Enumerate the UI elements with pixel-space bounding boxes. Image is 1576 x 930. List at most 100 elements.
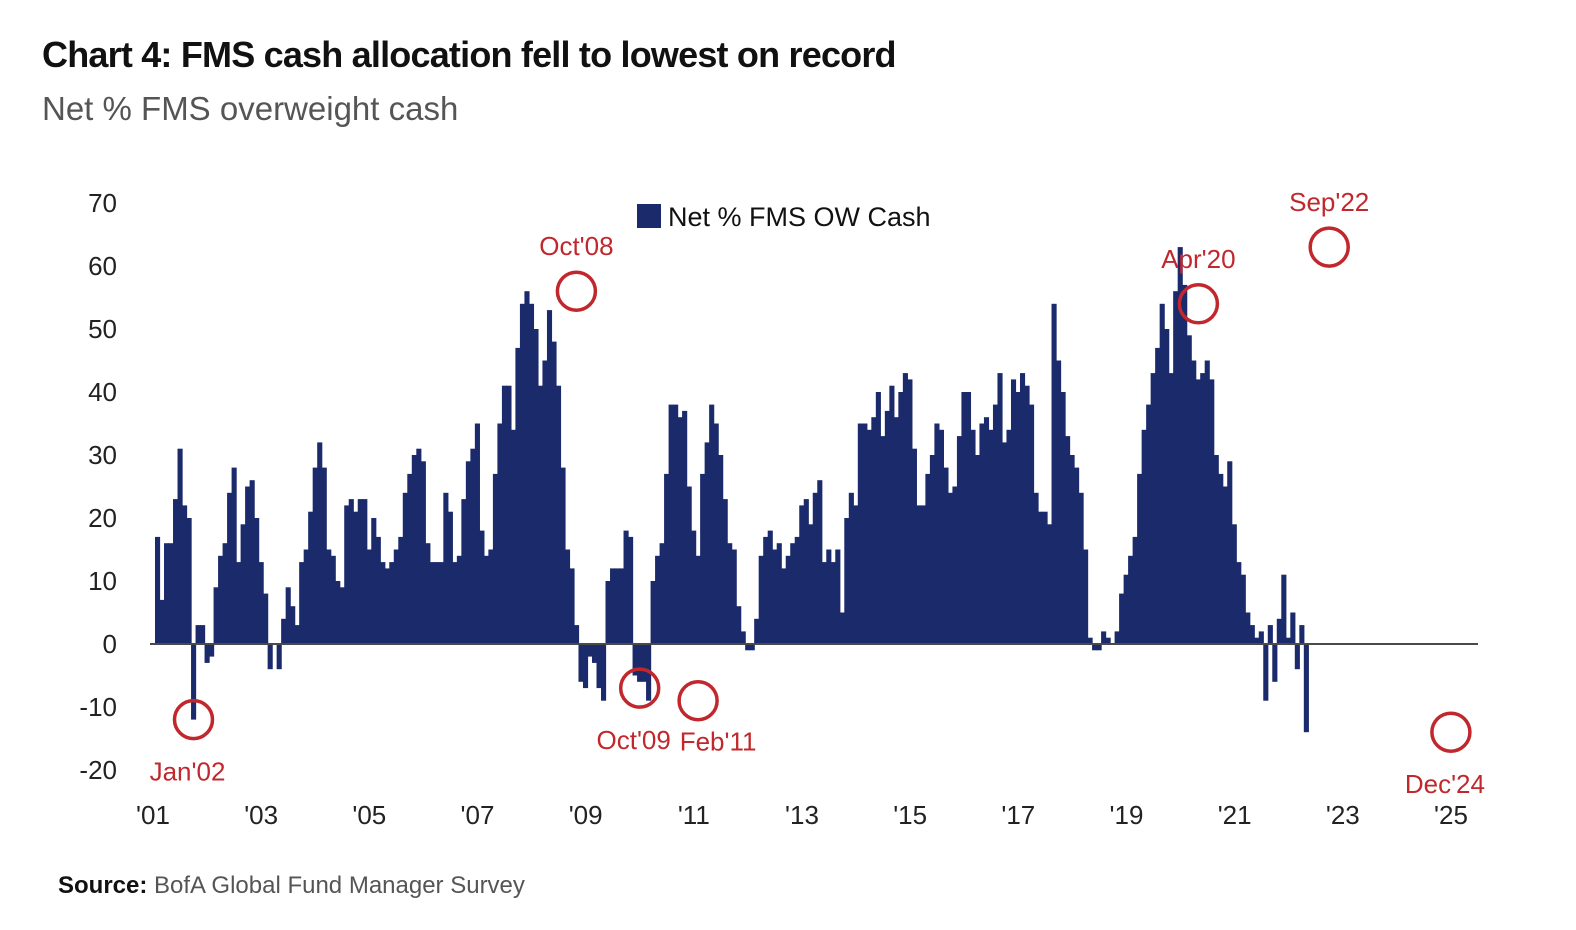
bar — [956, 436, 963, 644]
bar — [420, 461, 426, 644]
bar — [749, 644, 755, 651]
annotation-label: Feb'11 — [680, 727, 757, 757]
bar — [245, 486, 251, 644]
bar — [758, 555, 764, 644]
bar — [736, 606, 742, 644]
annotations: Jan'02 Oct'08 Oct'09 Feb'11 Apr'20 Sep'22 Dec'… — [150, 187, 1485, 799]
bar — [1258, 631, 1264, 644]
bar — [839, 612, 845, 644]
bar — [812, 492, 818, 644]
bar — [569, 568, 575, 644]
bar — [515, 347, 521, 644]
bar — [348, 499, 354, 644]
bar — [1182, 284, 1188, 644]
y-tick-label: 40 — [88, 377, 117, 407]
bar — [668, 404, 674, 644]
annotation-label: Apr'20 — [1161, 244, 1235, 274]
x-tick-label: '05 — [352, 800, 386, 830]
bar — [213, 587, 219, 644]
bar — [335, 581, 341, 644]
bar — [1092, 644, 1098, 651]
bar — [452, 562, 458, 644]
bar — [745, 644, 751, 651]
bar — [294, 625, 300, 644]
bar — [853, 505, 859, 644]
bar — [1042, 511, 1048, 644]
bar — [200, 625, 206, 644]
y-tick-label: 50 — [88, 314, 117, 344]
bar — [790, 543, 796, 644]
bar — [389, 562, 395, 644]
bar — [961, 392, 967, 644]
bar — [965, 392, 972, 644]
bar — [533, 329, 539, 644]
bar — [767, 530, 773, 644]
bar — [1254, 637, 1260, 644]
bar — [988, 429, 994, 644]
bar — [799, 505, 805, 644]
bar — [916, 505, 922, 644]
bar — [673, 404, 679, 644]
annotation-label: Oct'09 — [597, 725, 671, 755]
bar — [281, 618, 287, 644]
y-tick-label: -20 — [79, 755, 117, 785]
chart-subtitle: Net % FMS overweight cash — [42, 90, 459, 127]
bar — [573, 625, 580, 644]
bar — [542, 360, 548, 644]
bar — [632, 644, 638, 676]
x-tick-label: '19 — [1110, 800, 1144, 830]
x-tick-label: '15 — [893, 800, 927, 830]
bar — [817, 480, 823, 644]
bar — [992, 404, 999, 644]
x-tick-label: '01 — [136, 800, 170, 830]
bar — [686, 486, 692, 644]
bar — [601, 644, 607, 701]
bar — [920, 505, 926, 644]
bar — [218, 555, 224, 644]
bar — [326, 549, 332, 644]
bar — [934, 423, 940, 644]
bar — [1218, 473, 1224, 644]
bar — [1033, 492, 1039, 644]
bar — [339, 587, 345, 644]
bar — [254, 518, 260, 644]
annotation-circle — [677, 679, 719, 722]
bar — [763, 536, 769, 644]
bar — [501, 385, 508, 644]
bar — [929, 455, 935, 644]
bar — [344, 505, 350, 644]
bar — [1150, 373, 1156, 644]
bar — [317, 442, 323, 644]
x-tick-label: '25 — [1434, 800, 1468, 830]
bar — [483, 555, 489, 644]
bar — [393, 549, 399, 644]
bar — [524, 291, 530, 644]
bar — [1065, 436, 1071, 644]
bar — [1276, 618, 1282, 644]
bar — [889, 385, 895, 644]
x-tick-label: '07 — [461, 800, 495, 830]
bar — [650, 581, 656, 644]
bar — [947, 492, 954, 644]
chart-title: Chart 4: FMS cash allocation fell to low… — [42, 34, 897, 75]
bar — [1263, 644, 1269, 701]
bar — [713, 423, 719, 644]
bar — [1285, 637, 1291, 644]
bar — [848, 492, 854, 644]
bar — [826, 549, 832, 644]
bar — [204, 644, 210, 663]
bar — [1087, 637, 1093, 644]
bar — [308, 511, 314, 644]
bar — [727, 543, 733, 644]
bar — [952, 486, 958, 644]
bar — [641, 644, 647, 682]
bar — [974, 455, 981, 644]
bar — [637, 644, 643, 682]
annotation-circle — [172, 698, 215, 741]
bar — [407, 473, 413, 644]
y-tick-label: 70 — [88, 188, 117, 218]
bar — [619, 568, 625, 644]
bar — [1294, 644, 1300, 670]
bar — [1105, 637, 1111, 644]
